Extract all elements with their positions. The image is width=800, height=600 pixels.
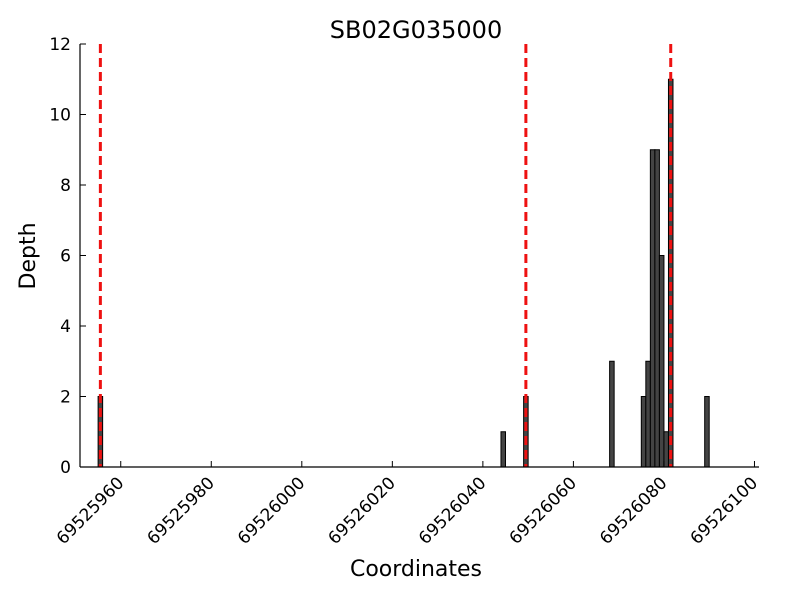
- x-ticks: 69525960 69525980 69526000 69526020 69526040…: [53, 461, 762, 549]
- x-tick-label-4: 69526040: [415, 473, 490, 548]
- bar-3: [609, 360, 615, 468]
- bar-8: [658, 255, 665, 468]
- x-tick-label-2: 69526000: [234, 473, 309, 548]
- y-axis-label: Depth: [16, 222, 41, 289]
- vlines-layer: [98, 44, 673, 467]
- bars-layer: [97, 78, 710, 468]
- chart-title: SB02G035000: [330, 16, 502, 44]
- bar-6: [649, 149, 656, 468]
- x-tick-label-7: 69526100: [687, 473, 762, 548]
- x-axis-label: Coordinates: [350, 557, 482, 582]
- x-tick-label-5: 69526060: [506, 473, 581, 548]
- y-tick-label-6: 12: [49, 35, 71, 55]
- y-ticks: 0 2 4 6 8 10 12: [49, 35, 86, 478]
- x-tick-label-0: 69525960: [53, 473, 128, 548]
- y-tick-label-0: 0: [60, 458, 71, 478]
- x-tick-label-6: 69526080: [596, 473, 671, 548]
- y-tick-label-2: 4: [60, 317, 71, 337]
- x-tick-label-3: 69526020: [325, 473, 400, 548]
- bar-4: [640, 396, 647, 468]
- y-tick-label-4: 8: [60, 176, 71, 196]
- bar-11: [704, 396, 710, 468]
- bar-1: [500, 431, 507, 468]
- bar-7: [654, 149, 660, 468]
- y-tick-label-5: 10: [49, 106, 71, 126]
- y-tick-label-1: 2: [60, 388, 71, 408]
- bar-9: [663, 431, 669, 468]
- x-tick-label-1: 69525980: [143, 473, 218, 548]
- y-tick-label-3: 6: [60, 247, 71, 267]
- bar-5: [645, 360, 651, 468]
